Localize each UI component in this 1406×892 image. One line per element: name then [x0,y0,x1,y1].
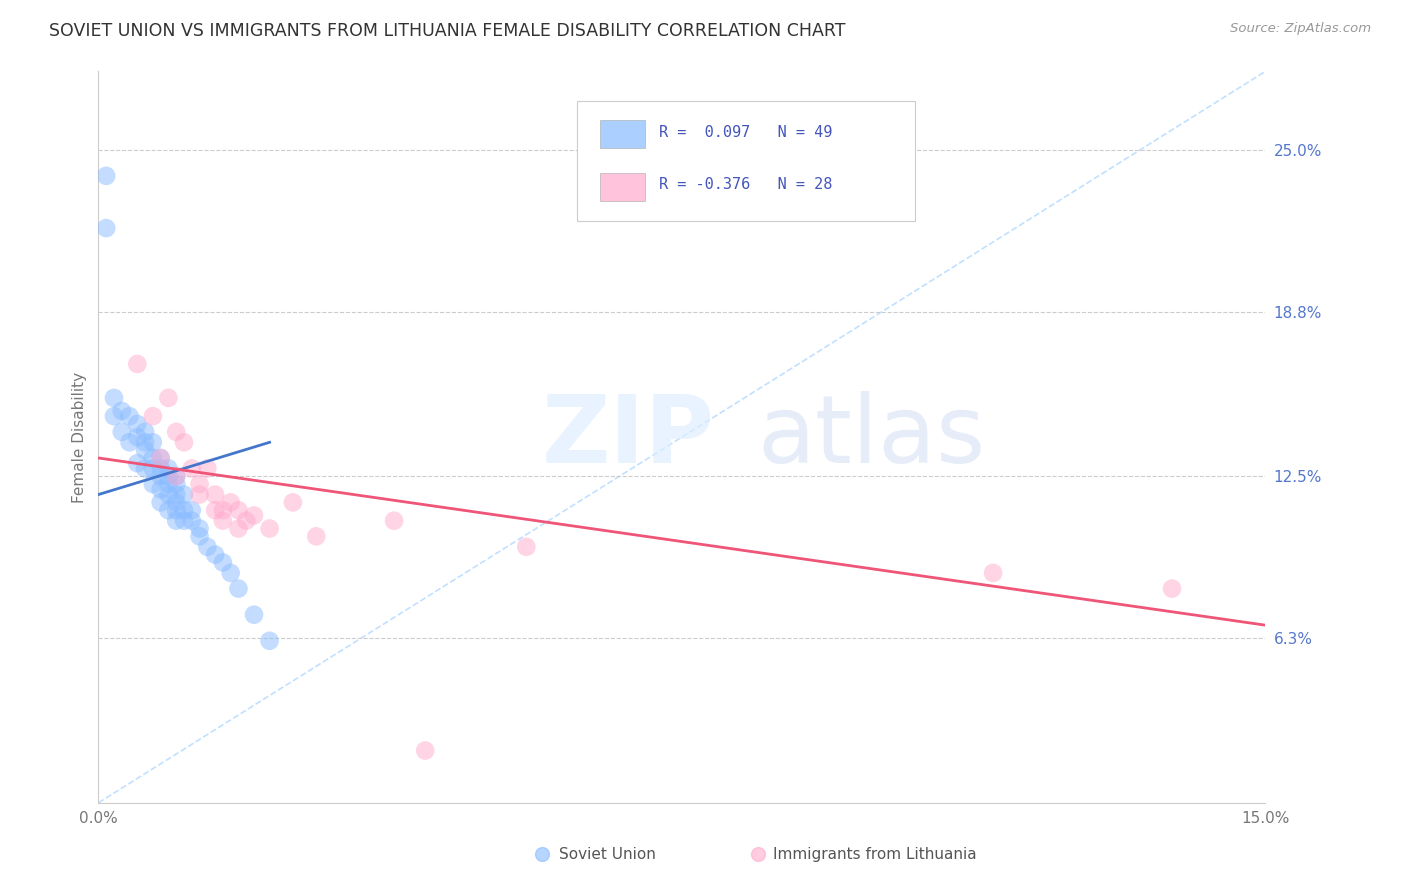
Point [212,514,235,528]
Point [134,425,156,439]
Point [413,743,436,757]
Point [188,521,211,535]
Point [204,487,226,501]
Point [149,483,172,497]
Point [142,435,165,450]
Point [204,503,226,517]
Point [173,435,195,450]
Point [281,495,304,509]
Point [195,461,218,475]
Text: Immigrants from Lithuania: Immigrants from Lithuania [773,847,977,862]
Point [212,503,235,517]
Point [165,469,187,483]
Point [165,495,187,509]
Point [157,477,180,491]
Point [165,514,187,528]
Point [243,508,266,523]
Point [127,357,149,371]
Point [127,456,149,470]
Point [142,477,165,491]
Point [111,404,134,418]
Point [1161,582,1184,596]
Text: atlas: atlas [758,391,986,483]
Point [127,417,149,431]
Point [157,503,180,517]
Point [305,529,328,543]
Point [165,469,187,483]
Point [103,391,125,405]
Point [259,633,281,648]
Point [515,540,537,554]
Point [118,409,141,424]
Point [235,514,257,528]
Point [157,391,180,405]
Point [228,582,250,596]
Point [228,521,250,535]
Point [118,435,141,450]
Point [195,540,218,554]
Point [142,461,165,475]
Point [981,566,1004,580]
Bar [600,173,644,201]
Bar [600,120,644,148]
Point [134,461,156,475]
Point [134,435,156,450]
Point [127,430,149,444]
Point [165,487,187,501]
Text: Source: ZipAtlas.com: Source: ZipAtlas.com [1230,22,1371,36]
Point [149,450,172,465]
Point [149,469,172,483]
Point [188,529,211,543]
Point [228,503,250,517]
Point [165,425,187,439]
Point [165,477,187,491]
Point [157,461,180,475]
Point [134,443,156,458]
Point [96,221,118,235]
Point [180,514,202,528]
Point [149,450,172,465]
Text: SOVIET UNION VS IMMIGRANTS FROM LITHUANIA FEMALE DISABILITY CORRELATION CHART: SOVIET UNION VS IMMIGRANTS FROM LITHUANI… [49,22,846,40]
Point [96,169,118,183]
Point [173,514,195,528]
Point [204,548,226,562]
Point [142,450,165,465]
Point [188,487,211,501]
Point [157,469,180,483]
Point [149,461,172,475]
FancyBboxPatch shape [576,101,915,221]
Text: Soviet Union: Soviet Union [560,847,657,862]
Point [259,521,281,535]
Point [180,461,202,475]
Point [103,409,125,424]
Point [149,495,172,509]
Point [180,503,202,517]
Point [111,425,134,439]
Point [188,477,211,491]
Text: ZIP: ZIP [541,391,714,483]
Point [157,487,180,501]
Point [243,607,266,622]
Point [212,556,235,570]
Y-axis label: Female Disability: Female Disability [72,371,87,503]
Point [219,495,242,509]
Point [165,503,187,517]
Point [173,503,195,517]
Point [142,409,165,424]
Point [173,487,195,501]
Point [219,566,242,580]
Point [382,514,405,528]
Text: R =  0.097   N = 49: R = 0.097 N = 49 [658,125,832,139]
Text: R = -0.376   N = 28: R = -0.376 N = 28 [658,178,832,193]
